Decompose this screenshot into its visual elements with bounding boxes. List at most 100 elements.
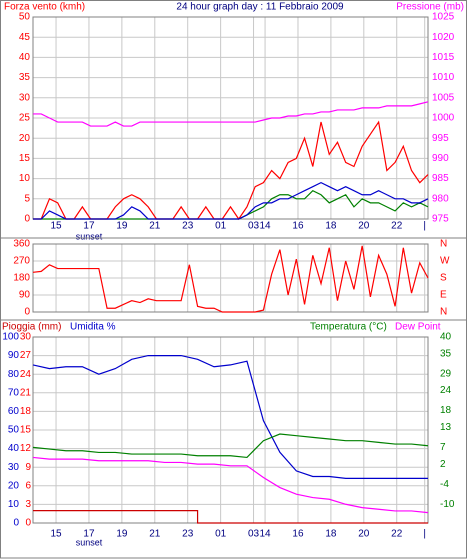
- y2-tick-label: 980: [432, 193, 449, 204]
- y3-tick-label: 9: [25, 462, 31, 473]
- y2-tick-label: 13: [440, 422, 452, 433]
- x-tick-label: 23: [182, 221, 194, 232]
- y-tick-label: 60: [8, 406, 20, 417]
- y2-tick-label: 1010: [432, 72, 455, 83]
- y3-tick-label: 0: [25, 518, 31, 529]
- y-tick-label: 80: [8, 369, 20, 380]
- y2-tick-label: 1025: [432, 12, 455, 23]
- x-tick-label: 20: [358, 529, 370, 540]
- x-tick-label: 19: [116, 529, 128, 540]
- y3-tick-label: 24: [20, 369, 32, 380]
- y3-tick-label: 12: [20, 443, 32, 454]
- sunset-label: sunset: [76, 231, 103, 241]
- legend-entry: Pioggia (mm): [2, 322, 61, 333]
- y-tick-label: 10: [19, 173, 31, 184]
- y3-tick-label: 27: [20, 350, 32, 361]
- x-tick-label: 15: [50, 221, 62, 232]
- y3-tick-label: 3: [25, 499, 31, 510]
- y-tick-label: 90: [19, 290, 31, 301]
- y-tick-label: 360: [13, 239, 30, 250]
- y2-tick-label: 24: [440, 385, 452, 396]
- y2-tick-label: 40: [440, 332, 452, 343]
- y-tick-label: 15: [19, 153, 31, 164]
- y-tick-label: 45: [19, 32, 31, 43]
- sunset-label: sunset: [76, 537, 103, 547]
- y-tick-label: 40: [8, 443, 20, 454]
- y2-tick-label: -10: [440, 499, 455, 510]
- y-axis-label: Forza vento (kmh): [4, 2, 85, 13]
- y-tick-label: 30: [8, 462, 20, 473]
- y2-axis-label: Pressione (mb): [396, 2, 464, 13]
- x-tick-label: 15: [50, 529, 62, 540]
- y3-tick-label: 30: [20, 332, 32, 343]
- y2-tick-label: -4: [440, 479, 449, 490]
- y-tick-label: 50: [19, 12, 31, 23]
- y-tick-label: 35: [19, 72, 31, 83]
- x-tick-label: 17: [83, 221, 95, 232]
- y2-tick-label: 975: [432, 214, 449, 225]
- y-tick-label: 30: [19, 92, 31, 103]
- y2-tick-label: 1000: [432, 113, 455, 124]
- y2-tick-label: 35: [440, 348, 452, 359]
- x-tick-label: |: [423, 221, 426, 232]
- legend-entry: Dew Point: [395, 322, 441, 333]
- y3-tick-label: 15: [20, 425, 32, 436]
- y-tick-label: 0: [24, 307, 30, 318]
- y-tick-label: 20: [8, 480, 20, 491]
- x-tick-label: 03: [248, 529, 260, 540]
- y2-tick-label: 995: [432, 133, 449, 144]
- series-line: [33, 120, 429, 221]
- y-tick-label: 90: [8, 350, 20, 361]
- series-line: [33, 101, 429, 127]
- y2-tick-label: 985: [432, 173, 449, 184]
- x-tick-label: 18: [325, 529, 337, 540]
- y2-tick-label: 29: [440, 368, 452, 379]
- y-tick-label: 70: [8, 387, 20, 398]
- x-tick-label: 21: [149, 529, 161, 540]
- x-tick-label: 14: [260, 529, 272, 540]
- y-tick-label: 0: [13, 518, 19, 529]
- series-line: [33, 181, 429, 220]
- legend-entry: Temperatura (°C): [310, 322, 387, 333]
- y-tick-label: 10: [8, 499, 20, 510]
- y-tick-label: 50: [8, 425, 20, 436]
- y-tick-label: 20: [19, 133, 31, 144]
- x-tick-label: 01: [215, 529, 227, 540]
- y2-tick-label: 1005: [432, 92, 455, 103]
- x-tick-label: 03: [248, 221, 260, 232]
- series-line: [32, 456, 429, 514]
- y3-tick-label: 21: [20, 387, 32, 398]
- y2-tick-label: 2: [440, 459, 446, 470]
- x-tick-label: 18: [325, 221, 337, 232]
- x-tick-label: 16: [292, 221, 304, 232]
- y2-tick-label: N: [440, 307, 447, 318]
- y2-tick-label: E: [440, 290, 447, 301]
- y-tick-label: 270: [13, 256, 30, 267]
- x-tick-label: 19: [116, 221, 128, 232]
- y-tick-label: 0: [24, 214, 30, 225]
- y2-tick-label: W: [440, 256, 450, 267]
- y2-tick-label: 1020: [432, 32, 455, 43]
- x-tick-label: 01: [215, 221, 227, 232]
- x-tick-label: 14: [260, 221, 272, 232]
- y-tick-label: 40: [19, 52, 31, 63]
- x-tick-label: 17: [83, 529, 95, 540]
- x-tick-label: 21: [149, 221, 161, 232]
- y-tick-label: 100: [2, 332, 19, 343]
- y3-tick-label: 6: [25, 480, 31, 491]
- series-line: [32, 245, 429, 313]
- x-tick-label: 16: [292, 529, 304, 540]
- y2-tick-label: S: [440, 273, 447, 284]
- x-tick-label: |: [423, 529, 426, 540]
- x-tick-label: 22: [391, 529, 403, 540]
- y-tick-label: 5: [24, 193, 30, 204]
- x-tick-label: 22: [391, 221, 403, 232]
- chart-title: 24 hour graph day : 11 Febbraio 2009: [176, 2, 344, 13]
- y-tick-label: 180: [13, 273, 30, 284]
- series-line: [33, 510, 428, 524]
- y2-tick-label: 18: [440, 405, 452, 416]
- y3-tick-label: 18: [20, 406, 32, 417]
- y2-tick-label: 1015: [432, 52, 455, 63]
- y2-tick-label: N: [440, 239, 447, 250]
